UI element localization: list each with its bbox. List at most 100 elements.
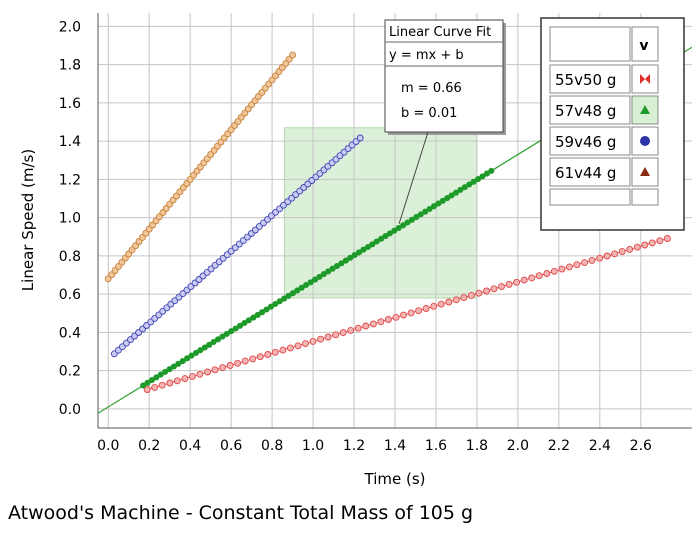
data-point [201, 344, 208, 351]
data-point [188, 352, 195, 359]
data-point [404, 219, 411, 226]
y-tick-label: 0.8 [59, 249, 81, 265]
data-point [351, 252, 358, 259]
legend-empty-cell [631, 188, 659, 206]
data-point [157, 371, 164, 378]
data-point [611, 250, 619, 258]
x-tick-label: 0.0 [97, 438, 119, 454]
data-point [603, 252, 611, 260]
y-axis-label: Linear Speed (m/s) [19, 149, 37, 291]
legend-marker [645, 74, 650, 84]
fit-box [384, 19, 504, 133]
data-point [626, 245, 634, 253]
data-point [392, 313, 400, 321]
data-point [259, 309, 266, 316]
data-point [596, 254, 604, 262]
legend-entry-label: 55v50 g [555, 71, 616, 89]
data-point [588, 256, 596, 264]
y-tick-label: 0.6 [59, 287, 81, 303]
data-point [550, 267, 558, 275]
data-point [184, 355, 191, 362]
data-point [276, 298, 283, 305]
plot-area [98, 46, 692, 414]
data-point [234, 359, 242, 367]
data-point [311, 276, 319, 283]
data-point [355, 249, 363, 256]
data-point [362, 322, 370, 330]
x-tick-label: 0.2 [138, 438, 160, 454]
data-point [461, 184, 468, 191]
x-tick-label: 0.4 [179, 438, 201, 454]
data-point [408, 216, 415, 223]
legend-marker [640, 105, 650, 114]
data-point [483, 170, 490, 177]
data-point [267, 303, 274, 310]
data-point [236, 322, 244, 329]
data-point [466, 181, 473, 188]
data-point [558, 265, 566, 273]
data-point [347, 254, 354, 261]
data-point [384, 316, 392, 323]
data-point [422, 305, 430, 312]
data-point [254, 311, 261, 318]
series-line [147, 237, 668, 391]
data-point [452, 296, 460, 304]
data-point [386, 230, 393, 237]
data-point [286, 344, 294, 352]
y-tick-label: 1.2 [59, 172, 81, 188]
data-point [565, 263, 573, 271]
data-point [400, 222, 407, 229]
data-point [573, 261, 581, 269]
data-point [281, 295, 288, 302]
data-point [211, 366, 219, 374]
data-point [535, 272, 543, 280]
data-point [223, 330, 230, 337]
data-point [439, 197, 446, 204]
data-point [498, 283, 505, 291]
data-point [250, 314, 257, 321]
x-tick-label: 2.0 [507, 438, 529, 454]
y-tick-label: 0.4 [59, 325, 81, 341]
legend-name-cell [549, 126, 631, 156]
data-point [633, 243, 641, 251]
data-point [153, 374, 160, 381]
data-point [407, 309, 415, 317]
data-point [204, 368, 211, 376]
data-point [166, 379, 174, 387]
data-point [364, 243, 371, 251]
data-point [444, 195, 451, 202]
legend-marker [640, 167, 650, 176]
data-point [294, 342, 302, 350]
data-point [490, 285, 498, 293]
legend-entry-label: 57v48 g [555, 102, 616, 120]
data-point [317, 335, 325, 343]
fit-box-pointer [398, 131, 429, 224]
data-point [158, 381, 166, 389]
data-point [339, 329, 347, 337]
data-point [413, 214, 420, 221]
x-tick-label: 2.2 [548, 438, 570, 454]
data-point [197, 347, 204, 354]
data-point [460, 294, 468, 302]
data-point [338, 260, 345, 267]
data-point [232, 325, 239, 332]
legend-marker [640, 74, 645, 84]
y-tick-label: 0.2 [59, 364, 81, 380]
data-point [263, 306, 270, 313]
x-tick-label: 1.0 [302, 438, 324, 454]
x-tick-label: 0.6 [220, 438, 242, 454]
data-point [256, 353, 264, 361]
data-point [474, 176, 482, 183]
data-point [332, 331, 340, 339]
chart-caption: Atwood's Machine - Constant Total Mass o… [8, 502, 474, 524]
data-point [426, 205, 433, 213]
legend-header: v [639, 38, 648, 54]
data-point [179, 358, 186, 365]
data-point [166, 366, 173, 373]
data-point [170, 363, 177, 370]
data-point [144, 379, 151, 386]
data-point [470, 178, 477, 185]
data-point [272, 300, 279, 308]
data-point [298, 284, 305, 291]
data-point [188, 372, 196, 380]
